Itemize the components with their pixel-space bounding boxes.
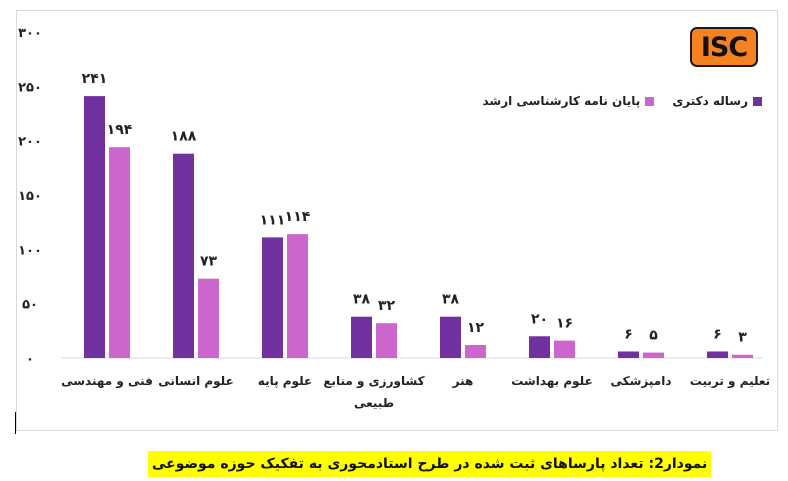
data-label: ۶ (713, 326, 722, 342)
bar (376, 323, 397, 358)
category-label: هنر (452, 374, 474, 388)
category-label: کشاورزی و منابع (323, 374, 424, 389)
data-label: ۱۱۱ (260, 212, 286, 228)
category-label: علوم انسانی (158, 374, 234, 389)
data-label: ۳۸ (442, 292, 460, 308)
data-label: ۳ (738, 330, 747, 346)
bar (643, 352, 664, 358)
legend-label-phd: رساله دکتری (672, 94, 748, 108)
data-label: ۱۶ (556, 316, 573, 332)
y-tick-label: ۵۰ (22, 298, 38, 313)
category-label: علوم پایه (258, 374, 312, 389)
bar (440, 316, 461, 358)
bar (529, 336, 550, 358)
y-tick-label: ۳۰۰ (18, 26, 42, 41)
y-tick-label: ۲۰۰ (18, 135, 42, 150)
bar (554, 340, 575, 358)
category-label: طبیعی (354, 396, 394, 410)
bar (351, 316, 372, 358)
data-label: ۷۳ (200, 254, 218, 270)
bar (287, 234, 308, 358)
bar (173, 153, 194, 358)
chart-frame (16, 10, 778, 431)
logo-text: ISC (700, 31, 748, 63)
data-label: ۲۴۱ (82, 71, 108, 87)
data-label: ۱۹۴ (107, 122, 133, 138)
data-label: ۱۸۸ (171, 129, 197, 145)
legend-item-masters: پایان نامه کارشناسی ارشد (483, 94, 655, 108)
legend-item-phd: رساله دکتری (672, 94, 762, 108)
category-label: تعلیم و تربیت (690, 374, 770, 389)
data-label: ۶ (624, 326, 633, 342)
y-tick-label: ۰ (26, 352, 34, 367)
category-label: دامپزشکی (611, 374, 672, 388)
data-label: ۲۰ (531, 311, 548, 327)
bar (84, 96, 105, 358)
bar (109, 147, 130, 358)
y-tick-label: ۲۵۰ (18, 80, 42, 95)
y-tick-label: ۱۵۰ (18, 189, 42, 204)
chart-legend: رساله دکتری پایان نامه کارشناسی ارشد (483, 90, 762, 112)
data-label: ۱۲ (467, 320, 485, 336)
y-tick-label: ۱۰۰ (18, 243, 42, 258)
legend-swatch-phd (753, 96, 762, 106)
figure-caption: نمودار2: تعداد پارساهای ثبت شده در طرح ا… (148, 451, 712, 477)
data-label: ۳۸ (353, 292, 371, 308)
legend-label-masters: پایان نامه کارشناسی ارشد (482, 94, 641, 108)
bar (707, 351, 728, 358)
bar (198, 278, 219, 358)
bar (465, 344, 486, 358)
data-label: ۳۲ (378, 298, 396, 314)
bar (618, 351, 639, 358)
data-label: ۵ (649, 328, 658, 344)
category-label: علوم بهداشت (511, 374, 593, 389)
data-label: ۱۱۴ (285, 209, 311, 225)
legend-swatch-masters (645, 96, 655, 106)
category-label: فنی و مهندسی (61, 374, 153, 389)
frame-edge-mark (15, 412, 16, 434)
bar (732, 354, 753, 358)
isc-logo: ISC (690, 27, 758, 67)
bar (262, 237, 283, 358)
